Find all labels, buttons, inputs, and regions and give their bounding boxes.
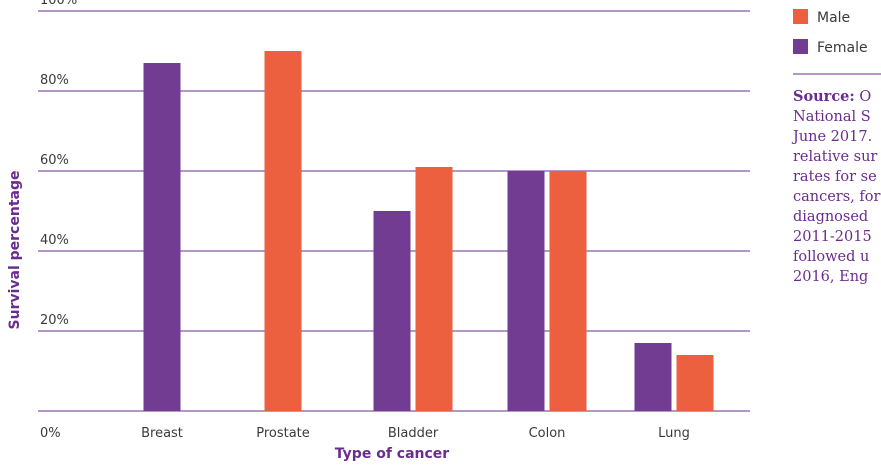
x-axis-title: Type of cancer [335,446,449,462]
source-note: Source: O National S June 2017. relative… [791,88,880,285]
source-line-9: 2016, Eng [793,269,868,285]
x-category-label-breast: Breast [141,426,183,441]
y-tick-label-100: 100% [40,0,77,8]
source-line-8: followed u [793,249,869,265]
source-line-5: cancers, for [793,189,880,205]
x-category-labels: Breast Prostate Bladder Colon Lung [141,426,690,441]
svg-text:Source: O: Source: O [793,88,871,105]
y-tick-labels: 0% 20% 40% 60% 80% 100% [40,0,77,441]
y-tick-label-80: 80% [40,73,69,88]
y-tick-label-40: 40% [40,233,69,248]
source-line-0: O [855,89,872,105]
legend-label-female: Female [817,40,868,56]
bar-bladder-male [415,167,453,411]
x-category-label-prostate: Prostate [256,426,310,441]
source-line-3: relative sur [793,149,877,165]
legend-swatch-female [793,39,808,54]
source-line-1: National S [793,109,871,125]
legend-label-male: Male [817,10,850,26]
legend: Male Female [793,9,868,56]
y-tick-label-60: 60% [40,153,69,168]
y-axis-title: Survival percentage [7,171,23,330]
x-category-label-lung: Lung [658,426,690,441]
y-tick-label-20: 20% [40,313,69,328]
bar-breast-female [143,63,181,411]
legend-swatch-male [793,9,808,24]
bar-colon-female [507,171,545,411]
source-line-2: June 2017. [791,129,872,145]
bar-lung-male [676,355,714,411]
source-label: Source: [793,88,855,105]
bar-bladder-female [373,211,411,411]
x-category-label-bladder: Bladder [388,426,439,441]
bar-lung-female [634,343,672,411]
bar-prostate-male [264,51,302,411]
source-line-6: diagnosed [793,209,868,225]
source-line-4: rates for se [793,169,877,185]
x-category-label-colon: Colon [529,426,566,441]
bars [143,51,714,411]
bar-colon-male [549,171,587,411]
y-tick-label-0: 0% [40,426,61,441]
source-line-7: 2011-2015 [793,229,872,245]
